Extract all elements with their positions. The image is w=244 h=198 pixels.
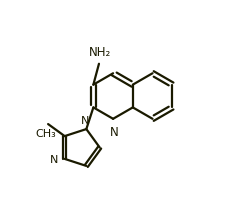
Text: NH₂: NH₂ bbox=[89, 46, 111, 59]
Text: N: N bbox=[110, 126, 118, 139]
Text: CH₃: CH₃ bbox=[36, 129, 57, 139]
Text: N: N bbox=[50, 155, 58, 165]
Text: N: N bbox=[81, 115, 90, 126]
